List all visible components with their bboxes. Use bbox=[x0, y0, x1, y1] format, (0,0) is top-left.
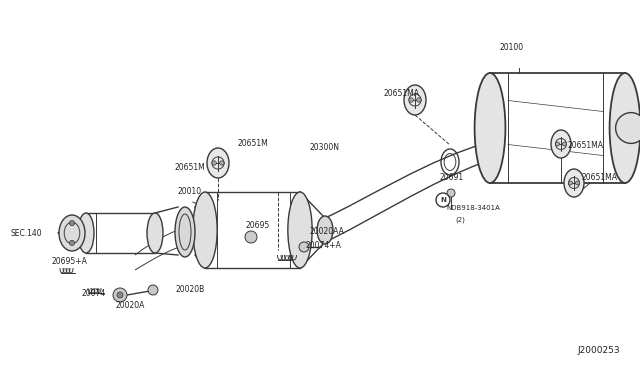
Text: 20651M: 20651M bbox=[238, 138, 269, 148]
Ellipse shape bbox=[147, 213, 163, 253]
Ellipse shape bbox=[475, 73, 506, 183]
Text: N: N bbox=[440, 197, 446, 203]
Text: 20100: 20100 bbox=[500, 44, 524, 52]
Text: NDB918-3401A: NDB918-3401A bbox=[446, 205, 500, 211]
Ellipse shape bbox=[193, 192, 217, 268]
Circle shape bbox=[447, 189, 455, 197]
Circle shape bbox=[69, 240, 75, 246]
Circle shape bbox=[212, 161, 216, 165]
Text: 20074: 20074 bbox=[82, 289, 106, 298]
Circle shape bbox=[220, 161, 224, 165]
Text: 20020A: 20020A bbox=[115, 301, 145, 310]
Circle shape bbox=[417, 98, 421, 102]
Circle shape bbox=[409, 98, 413, 102]
Text: J2000253: J2000253 bbox=[577, 346, 620, 355]
Ellipse shape bbox=[59, 215, 85, 251]
Text: 20020B: 20020B bbox=[175, 285, 204, 295]
Ellipse shape bbox=[288, 192, 312, 268]
Text: 20695: 20695 bbox=[246, 221, 270, 230]
Circle shape bbox=[568, 181, 573, 185]
Circle shape bbox=[117, 292, 123, 298]
Text: 20020AA: 20020AA bbox=[310, 228, 345, 237]
Ellipse shape bbox=[317, 216, 333, 244]
Ellipse shape bbox=[564, 169, 584, 197]
Circle shape bbox=[69, 221, 75, 226]
Circle shape bbox=[113, 288, 127, 302]
Ellipse shape bbox=[207, 148, 229, 178]
Text: 20695+A: 20695+A bbox=[52, 257, 88, 266]
Circle shape bbox=[436, 193, 450, 207]
Text: 20074+A: 20074+A bbox=[305, 241, 341, 250]
Circle shape bbox=[616, 113, 640, 143]
Circle shape bbox=[245, 231, 257, 243]
Ellipse shape bbox=[551, 130, 571, 158]
Text: 20651MA: 20651MA bbox=[383, 89, 419, 97]
Ellipse shape bbox=[175, 207, 195, 257]
Text: (2): (2) bbox=[455, 217, 465, 223]
Text: 20651MA: 20651MA bbox=[567, 141, 603, 150]
Circle shape bbox=[299, 242, 309, 252]
Circle shape bbox=[556, 142, 559, 146]
Text: 20010: 20010 bbox=[178, 187, 202, 196]
Circle shape bbox=[575, 181, 579, 185]
Ellipse shape bbox=[610, 73, 640, 183]
Text: 20300N: 20300N bbox=[310, 144, 340, 153]
Ellipse shape bbox=[78, 213, 94, 253]
Circle shape bbox=[148, 285, 158, 295]
Text: 20651M: 20651M bbox=[174, 164, 205, 173]
Text: 20691: 20691 bbox=[439, 173, 463, 183]
Ellipse shape bbox=[404, 85, 426, 115]
Circle shape bbox=[563, 142, 566, 146]
Text: 20651MA: 20651MA bbox=[582, 173, 618, 183]
Text: SEC.140: SEC.140 bbox=[10, 230, 42, 238]
